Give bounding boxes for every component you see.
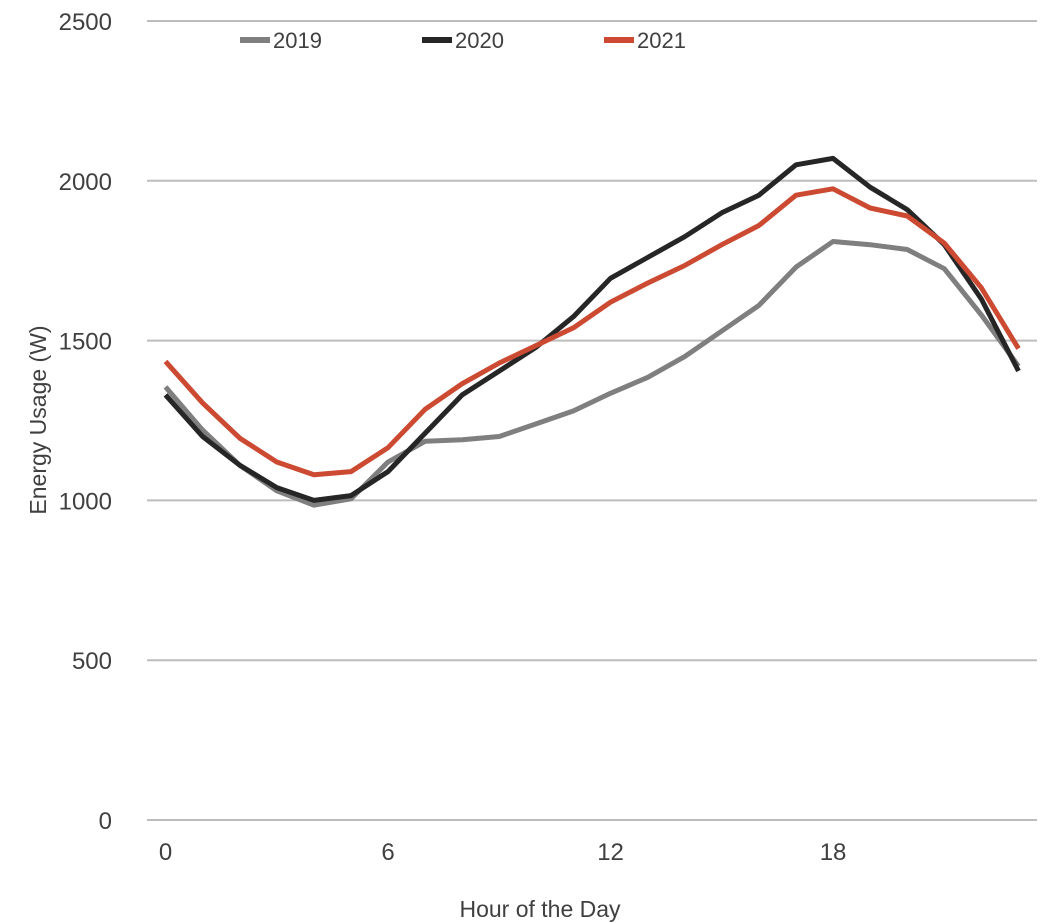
legend: 2019 2020 2021 <box>240 28 686 53</box>
y-tick-label: 500 <box>72 648 112 675</box>
x-tick-label: 12 <box>597 839 624 866</box>
x-axis-title: Hour of the Day <box>459 896 621 922</box>
x-tick-label: 0 <box>159 839 172 866</box>
gridlines <box>147 20 1037 821</box>
series-lines <box>163 155 1021 508</box>
x-tick-label: 18 <box>820 839 847 866</box>
y-tick-label: 1000 <box>59 488 112 515</box>
y-tick-label: 2500 <box>59 9 112 36</box>
legend-label-2020: 2020 <box>455 28 504 53</box>
y-axis-title: Energy Usage (W) <box>25 325 51 514</box>
x-axis-tick-labels: 0 6 12 18 <box>159 839 847 866</box>
y-tick-label: 0 <box>99 808 112 835</box>
y-axis-tick-labels: 0 500 1000 1500 2000 2500 <box>59 9 112 835</box>
legend-label-2021: 2021 <box>637 28 686 53</box>
y-tick-label: 2000 <box>59 169 112 196</box>
y-tick-label: 1500 <box>59 329 112 356</box>
series-line-2021 <box>163 186 1021 478</box>
x-tick-label: 6 <box>381 839 394 866</box>
series-line-2020 <box>163 155 1021 503</box>
legend-label-2019: 2019 <box>273 28 322 53</box>
series-line-2019 <box>163 239 1021 508</box>
